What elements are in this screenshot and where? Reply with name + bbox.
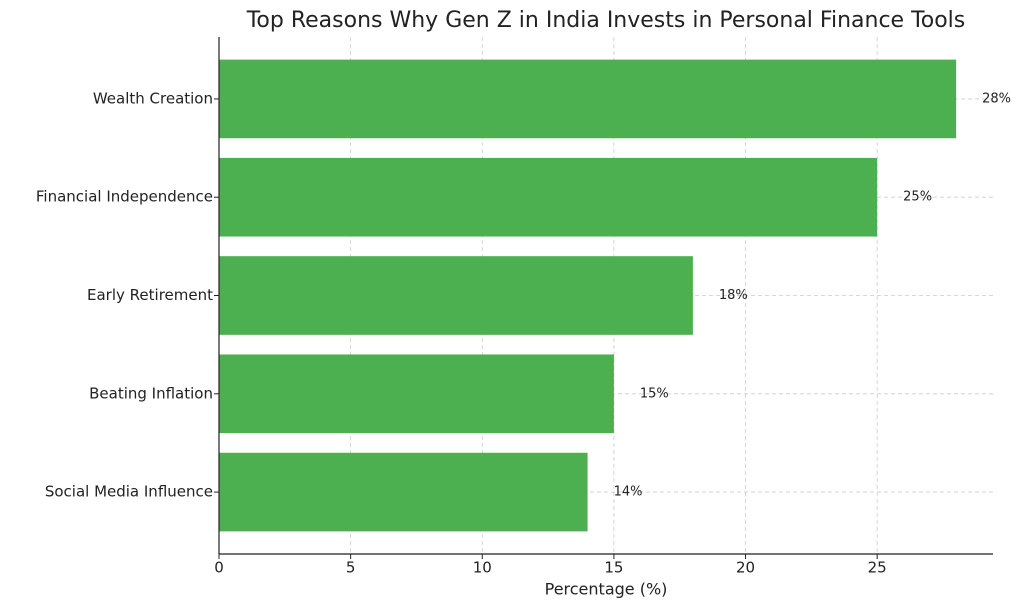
x-tick-label: 0 [214, 559, 224, 577]
y-tick-label: Early Retirement [87, 286, 213, 304]
x-axis-label: Percentage (%) [545, 580, 668, 599]
x-tick-label: 15 [604, 559, 623, 577]
value-label: 14% [614, 485, 643, 500]
x-tick-label: 20 [736, 559, 755, 577]
y-tick-label: Social Media Influence [45, 483, 213, 501]
y-tick-label: Wealth Creation [93, 89, 213, 107]
bar [219, 59, 957, 139]
value-label: 18% [719, 288, 748, 303]
bars [219, 59, 957, 532]
y-tick-label: Beating Inflation [89, 384, 213, 402]
x-tick-label: 5 [346, 559, 356, 577]
value-label: 15% [640, 386, 669, 401]
y-tick-label: Financial Independence [36, 188, 213, 206]
bar [219, 354, 614, 434]
bar [219, 452, 588, 532]
value-label: 25% [903, 190, 932, 205]
x-tick-label: 25 [868, 559, 887, 577]
bar [219, 256, 693, 335]
bar [219, 157, 878, 237]
value-label: 28% [982, 91, 1011, 106]
chart-title: Top Reasons Why Gen Z in India Invests i… [246, 8, 966, 33]
x-tick-label: 10 [473, 559, 492, 577]
